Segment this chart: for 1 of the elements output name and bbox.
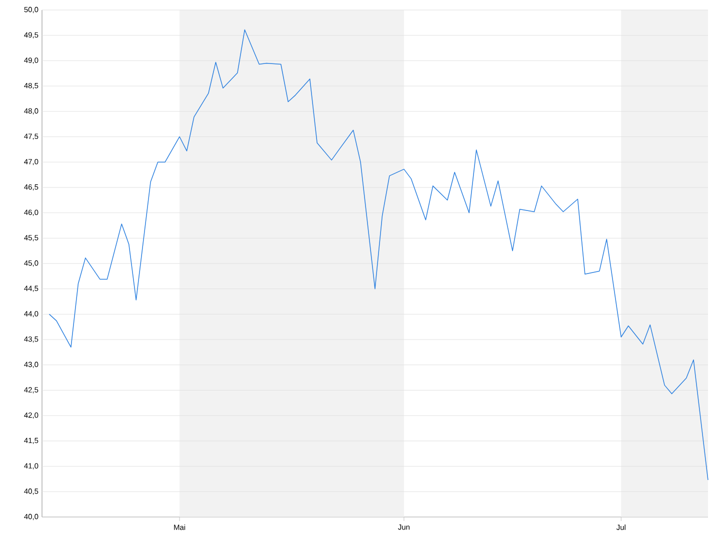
line-series xyxy=(48,29,708,480)
